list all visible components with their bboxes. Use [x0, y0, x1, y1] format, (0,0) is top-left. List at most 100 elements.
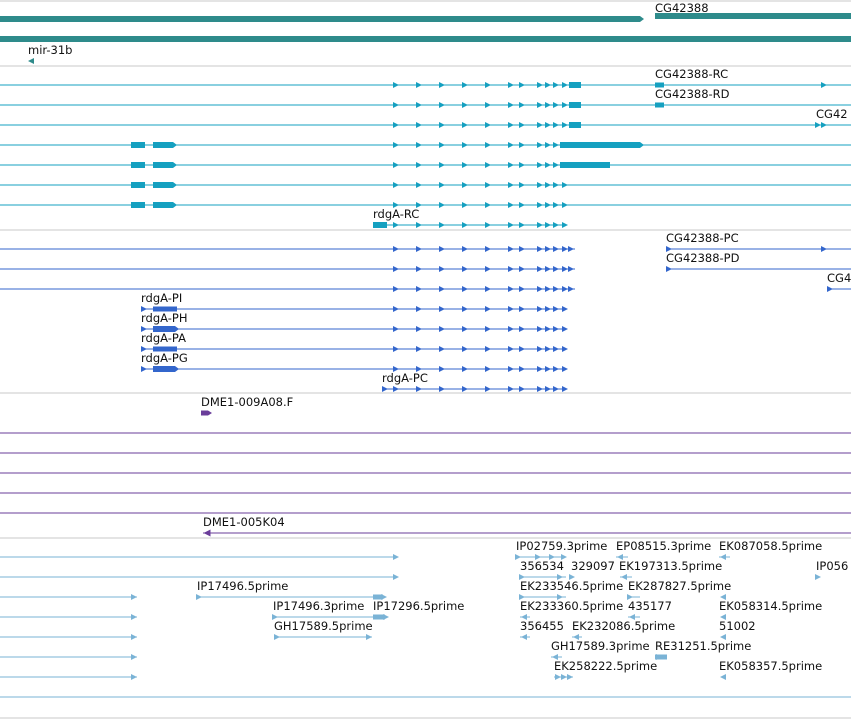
est-row[interactable] [0, 594, 137, 600]
exon-block[interactable] [373, 222, 387, 228]
exon-block[interactable] [201, 410, 212, 416]
exon-block[interactable] [373, 614, 385, 620]
est-row-cluster-4[interactable] [272, 614, 726, 620]
protein-label-rdga-pa[interactable]: rdgA-PA [141, 331, 186, 345]
exon-block[interactable] [569, 122, 581, 128]
protein-row[interactable] [141, 306, 568, 312]
est-label[interactable]: 329097 [571, 559, 615, 573]
gene-row-full-span[interactable] [0, 36, 851, 42]
exon-block[interactable] [0, 16, 644, 22]
exon-block[interactable] [655, 654, 667, 660]
est-row[interactable] [0, 634, 137, 640]
est-row[interactable] [0, 654, 137, 660]
transcript-row-rdga-rc[interactable] [373, 222, 568, 228]
protein-row[interactable] [141, 366, 568, 372]
est-label[interactable]: 435177 [628, 599, 672, 613]
est-label[interactable]: EK233546.5prime [520, 579, 623, 593]
protein-row[interactable] [141, 326, 568, 332]
transcript-row[interactable] [0, 82, 851, 88]
exon-block[interactable] [569, 102, 581, 108]
est-label[interactable]: GH17589.5prime [274, 619, 373, 633]
est-label[interactable]: EK087058.5prime [719, 539, 822, 553]
protein-label-cg42388-pc[interactable]: CG42388-PC [666, 231, 739, 245]
est-label[interactable]: EK287827.5prime [628, 579, 731, 593]
exon-block[interactable] [373, 594, 383, 600]
protein-row[interactable] [0, 246, 851, 252]
protein-label-cg42388-pd[interactable]: CG42388-PD [666, 251, 740, 265]
exon-block[interactable] [569, 82, 581, 88]
protein-row[interactable] [0, 286, 851, 292]
transcript-row[interactable] [0, 182, 851, 188]
exon-block[interactable] [131, 182, 145, 188]
exon-block[interactable] [153, 366, 179, 372]
transcript-row[interactable] [0, 142, 851, 148]
exon-block[interactable] [131, 162, 145, 168]
protein-row[interactable] [382, 386, 568, 392]
est-label[interactable]: IP02759.3prime [516, 539, 607, 553]
est-row[interactable] [0, 554, 399, 560]
est-label[interactable]: EK197313.5prime [619, 559, 722, 573]
est-label[interactable]: 356455 [520, 619, 564, 633]
est-label[interactable]: 51002 [719, 619, 756, 633]
exon-block[interactable] [655, 102, 664, 108]
transcript-row[interactable] [0, 102, 851, 108]
est-label[interactable]: EP08515.3prime [616, 539, 711, 553]
gene-row-mir-31b[interactable] [28, 58, 34, 64]
exon-block[interactable] [131, 202, 145, 208]
est-row[interactable] [0, 574, 399, 580]
clone-label-dme1-009a08[interactable]: DME1-009A08.F [201, 395, 293, 409]
protein-row[interactable] [141, 346, 568, 352]
gene-label-mir-31b[interactable]: mir-31b [28, 43, 72, 57]
clone-row-dme1-009a08[interactable] [201, 410, 212, 416]
est-row-cluster-1[interactable] [515, 554, 730, 560]
est-label[interactable]: IP17496.5prime [197, 579, 288, 593]
est-label[interactable]: IP056 [816, 559, 848, 573]
clone-label-dme1-005k04[interactable]: DME1-005K04 [203, 515, 285, 529]
est-row-cluster-7[interactable] [554, 674, 726, 680]
est-label[interactable]: EK232086.5prime [572, 619, 675, 633]
est-row-cluster-6[interactable] [551, 654, 667, 660]
protein-label-rdga-pg[interactable]: rdgA-PG [141, 351, 188, 365]
est-row-cluster-3[interactable] [196, 594, 726, 600]
protein-label-rdga-ph[interactable]: rdgA-PH [141, 311, 187, 325]
est-row-cluster-2[interactable] [519, 574, 821, 580]
est-label[interactable]: IP17296.5prime [373, 599, 464, 613]
exon-block[interactable] [131, 142, 145, 148]
transcript-label-rdga-rc[interactable]: rdgA-RC [373, 207, 419, 221]
est-label[interactable]: EK233360.5prime [520, 599, 623, 613]
protein-label-rdga-pi[interactable]: rdgA-PI [141, 291, 182, 305]
exon-block[interactable] [560, 162, 610, 168]
est-label[interactable]: 356534 [520, 559, 564, 573]
est-row[interactable] [0, 614, 137, 620]
exon-block[interactable] [153, 182, 177, 188]
exon-block[interactable] [655, 13, 851, 19]
est-label[interactable]: IP17496.3prime [273, 599, 364, 613]
transcript-row[interactable] [0, 162, 851, 168]
est-row-cluster-5[interactable] [274, 634, 726, 640]
protein-row[interactable] [0, 266, 851, 272]
est-label[interactable]: GH17589.3prime [551, 639, 650, 653]
exon-block[interactable] [153, 306, 177, 312]
est-label[interactable]: EK058314.5prime [719, 599, 822, 613]
transcript-label-cg42388-rc[interactable]: CG42388-RC [655, 67, 728, 81]
clone-row-dme1-005k04[interactable] [203, 529, 851, 537]
est-label[interactable]: EK258222.5prime [554, 659, 657, 673]
protein-label-rdga-pc[interactable]: rdgA-PC [382, 371, 428, 385]
gene-row-cg42388-top[interactable] [0, 13, 851, 22]
transcript-row[interactable] [0, 202, 851, 208]
exon-block[interactable] [153, 162, 177, 168]
exon-block[interactable] [153, 346, 177, 352]
exon-block[interactable] [153, 202, 177, 208]
est-row[interactable] [0, 674, 137, 680]
protein-label-cg4-truncated[interactable]: CG4 [827, 271, 851, 285]
exon-block[interactable] [153, 142, 177, 148]
exon-block[interactable] [560, 142, 644, 148]
gene-label-cg42388[interactable]: CG42388 [655, 1, 709, 15]
exon-block[interactable] [0, 36, 851, 42]
exon-block[interactable] [655, 82, 664, 88]
est-label[interactable]: EK058357.5prime [719, 659, 822, 673]
transcript-row[interactable] [0, 122, 851, 128]
est-label[interactable]: RE31251.5prime [655, 639, 751, 653]
exon-block[interactable] [153, 326, 179, 332]
transcript-label-cg42-truncated[interactable]: CG42 [816, 107, 848, 121]
